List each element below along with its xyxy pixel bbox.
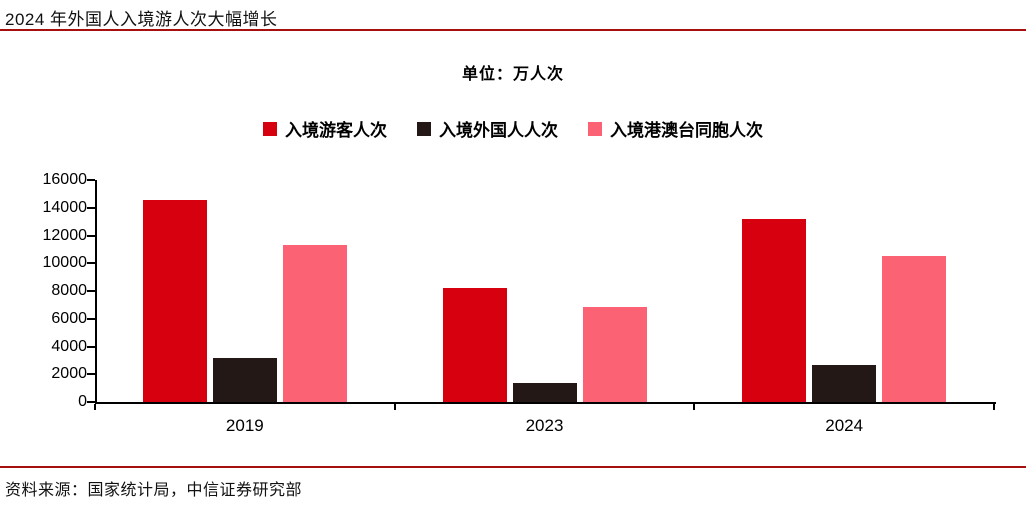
y-axis-tick — [87, 345, 95, 348]
y-axis-tick-label: 6000 — [51, 309, 87, 327]
y-axis-tick-label: 4000 — [51, 337, 87, 355]
bar-2024-series-2 — [882, 256, 947, 402]
y-axis-tick-label: 10000 — [42, 254, 88, 272]
bar-2024-series-0 — [742, 218, 807, 402]
y-axis-tick-label: 8000 — [51, 282, 87, 299]
x-axis-tick — [693, 404, 696, 410]
y-axis-tick — [87, 179, 95, 181]
y-axis-tick-label: 14000 — [42, 198, 88, 216]
source-separator-line — [0, 466, 1026, 468]
x-axis-tick — [94, 404, 96, 410]
x-axis-line — [95, 402, 996, 404]
bar-2019-series-0 — [142, 200, 207, 402]
y-axis-tick-label: 12000 — [42, 226, 88, 244]
x-axis-category-label: 2024 — [825, 416, 864, 435]
chart-legend: 入境游客人次 入境外国人人次 入境港澳台同胞人次 — [0, 116, 1026, 141]
y-axis-line — [95, 180, 97, 402]
y-axis-tick — [87, 206, 95, 209]
y-axis-tick-label: 0 — [78, 393, 87, 410]
x-axis-tick — [393, 404, 396, 410]
legend-swatch-icon — [417, 121, 431, 136]
x-axis-category-label: 2019 — [225, 416, 264, 435]
legend-label: 入境港澳台同胞人次 — [610, 121, 763, 140]
y-axis-tick — [87, 317, 95, 320]
unit-label: 单位：万人次 — [461, 66, 564, 83]
y-axis-tick — [87, 234, 95, 237]
y-axis-tick-label: 2000 — [51, 365, 87, 383]
legend-label: 入境游客人次 — [285, 121, 387, 140]
bar-2023-series-1 — [512, 382, 577, 402]
y-axis-tick — [87, 401, 95, 403]
bar-2023-series-0 — [442, 288, 507, 402]
legend-item: 入境外国人人次 — [417, 116, 558, 141]
legend-swatch-icon — [263, 121, 277, 136]
bar-2019-series-2 — [282, 244, 347, 402]
x-axis-tick — [993, 404, 995, 410]
y-axis-tick — [87, 290, 95, 292]
legend-item: 入境港澳台同胞人次 — [588, 116, 763, 141]
x-axis-category-label: 2023 — [525, 416, 564, 435]
y-axis-tick — [87, 262, 95, 265]
legend-swatch-icon — [588, 121, 602, 136]
legend-item: 入境游客人次 — [263, 116, 387, 141]
bar-2024-series-1 — [812, 364, 877, 402]
page-title: 2024 年外国人入境游人次大幅增长 — [5, 10, 278, 29]
y-axis-tick — [87, 373, 95, 376]
legend-label: 入境外国人人次 — [439, 121, 558, 140]
bar-2019-series-1 — [212, 357, 277, 402]
y-axis-tick-label: 16000 — [42, 171, 88, 188]
source-note: 资料来源：国家统计局，中信证券研究部 — [5, 482, 303, 499]
title-separator-line — [0, 29, 1026, 31]
bar-2023-series-2 — [582, 307, 647, 402]
